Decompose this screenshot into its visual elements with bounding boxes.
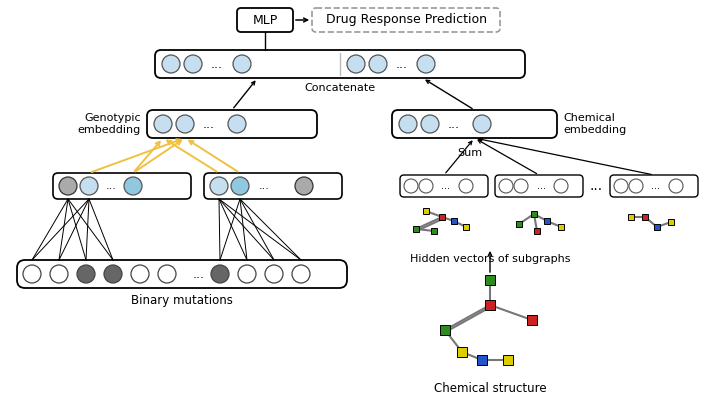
Circle shape [295,177,313,195]
Bar [431,228,437,234]
Bar [642,214,648,220]
Circle shape [184,55,202,73]
FancyBboxPatch shape [204,173,342,199]
Text: ...: ... [203,117,215,131]
Circle shape [124,177,142,195]
FancyBboxPatch shape [495,175,583,197]
Text: MLP: MLP [252,14,278,27]
Circle shape [347,55,365,73]
Text: ...: ... [211,57,223,70]
Circle shape [176,115,194,133]
Circle shape [231,177,249,195]
FancyBboxPatch shape [147,110,317,138]
Circle shape [669,179,683,193]
Bar [654,224,660,230]
Text: ...: ... [442,181,450,191]
Circle shape [399,115,417,133]
Circle shape [77,265,95,283]
Bar [457,347,467,357]
Circle shape [104,265,122,283]
Text: Genotypic
embedding: Genotypic embedding [78,113,141,135]
Bar [516,221,522,227]
Circle shape [50,265,68,283]
Circle shape [162,55,180,73]
Text: Chemical structure: Chemical structure [434,382,547,395]
Text: Hidden vectors of subgraphs: Hidden vectors of subgraphs [410,254,570,264]
Text: Concatenate: Concatenate [304,83,375,93]
FancyBboxPatch shape [53,173,191,199]
Text: ...: ... [537,181,545,191]
Bar [440,325,450,335]
Bar [413,226,419,232]
Circle shape [131,265,149,283]
Circle shape [265,265,283,283]
Text: ...: ... [590,179,603,193]
Text: ...: ... [651,181,661,191]
Text: ...: ... [193,267,205,281]
Circle shape [228,115,246,133]
Bar [628,214,634,220]
Circle shape [514,179,528,193]
Bar [544,218,550,224]
Circle shape [158,265,176,283]
Circle shape [211,265,229,283]
Circle shape [421,115,439,133]
Circle shape [404,179,418,193]
Circle shape [154,115,172,133]
FancyBboxPatch shape [392,110,557,138]
FancyBboxPatch shape [17,260,347,288]
Circle shape [210,177,228,195]
Bar [485,300,495,310]
Text: Chemical
embedding: Chemical embedding [563,113,627,135]
Circle shape [292,265,310,283]
Bar [463,224,469,230]
Circle shape [23,265,41,283]
Circle shape [473,115,491,133]
Circle shape [419,179,433,193]
Bar [534,228,540,234]
FancyBboxPatch shape [610,175,698,197]
Bar [477,355,487,365]
Bar [668,219,674,225]
Circle shape [233,55,251,73]
Circle shape [554,179,568,193]
Circle shape [59,177,77,195]
Circle shape [614,179,628,193]
Text: Drug Response Prediction: Drug Response Prediction [326,14,486,27]
Bar [451,218,457,224]
Text: ...: ... [258,181,270,191]
Circle shape [459,179,473,193]
FancyBboxPatch shape [155,50,525,78]
Text: ...: ... [448,117,460,131]
Bar [439,214,445,220]
Circle shape [629,179,643,193]
FancyBboxPatch shape [312,8,500,32]
Text: Sum: Sum [457,148,482,158]
Bar [531,211,537,217]
Bar [503,355,513,365]
Bar [527,315,537,325]
Circle shape [369,55,387,73]
Text: ...: ... [105,181,116,191]
Circle shape [417,55,435,73]
FancyBboxPatch shape [400,175,488,197]
Circle shape [499,179,513,193]
Circle shape [238,265,256,283]
Text: Binary mutations: Binary mutations [131,294,233,307]
FancyBboxPatch shape [237,8,293,32]
Circle shape [80,177,98,195]
Bar [423,208,429,214]
Text: ...: ... [396,57,408,70]
Bar [558,224,564,230]
Bar [485,275,495,285]
